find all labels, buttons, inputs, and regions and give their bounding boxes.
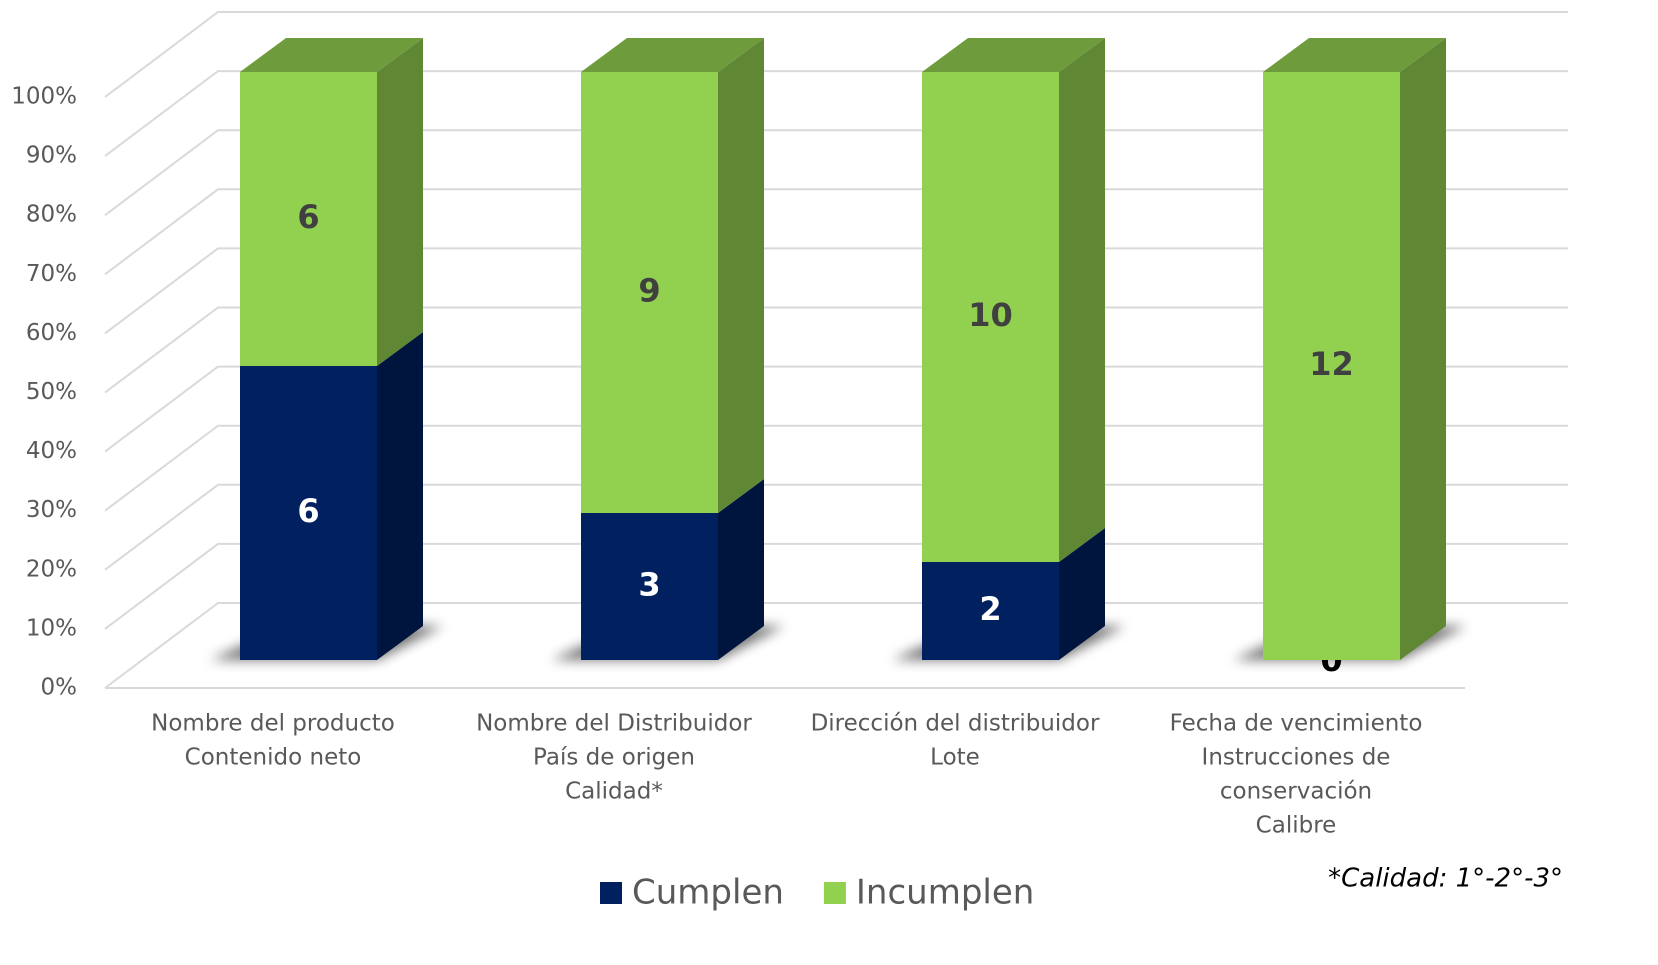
x-tick-label: Dirección del distribuidor [811,711,1100,737]
grid-line [104,542,1568,630]
y-tick-label: 0% [41,675,78,701]
x-tick-label: Lote [930,745,980,771]
bar-side [1059,38,1105,562]
bar-segment [922,38,1105,562]
y-tick-label: 30% [26,497,77,523]
data-label: 6 [297,492,319,530]
data-label: 3 [638,566,660,604]
y-tick-label: 60% [26,320,77,346]
grid-line [104,483,1568,571]
grid-line [104,188,1568,276]
grid-line [104,70,1568,157]
bar-segment [581,38,764,513]
x-tick-label: País de origen [533,745,695,771]
bar-side [718,479,764,660]
bar-top [581,38,764,72]
legend-label: Cumplen [632,873,784,913]
legend-swatch [600,882,622,904]
annotation: *Calidad: 1°-2°-3° [1328,864,1563,894]
y-tick-label: 10% [26,615,77,641]
x-tick-label: Nombre del Distribuidor [476,711,752,737]
y-tick-label: 50% [26,379,77,405]
grid-line [104,365,1568,453]
y-tick-label: 100% [11,84,77,110]
bar-front [922,562,1059,660]
bar-segment [922,528,1105,660]
y-tick-label: 90% [26,143,77,169]
legend-swatch [823,882,846,904]
bar-top [1263,38,1446,72]
grid-line [104,424,1568,512]
bar-side [377,332,423,660]
bar-side [1059,528,1105,660]
grid-line [104,11,1568,98]
bar-front [240,366,377,660]
grid-line [104,247,1568,335]
y-tick-label: 80% [26,202,77,228]
grid-line [104,129,1568,216]
x-tick-label: Instrucciones de [1202,745,1391,771]
x-tick-label: Contenido neto [185,745,362,771]
bar-side [1400,38,1446,660]
bar-side [377,38,423,366]
y-tick-label: 70% [26,261,77,287]
bar-segment [240,332,423,660]
bar-top [922,38,1105,72]
bar-front [1263,72,1400,660]
bar-segment [1263,38,1446,660]
y-tick-label: 40% [26,438,77,464]
bar-front [922,72,1059,562]
bar-front [240,72,377,366]
legend-label: Incumplen [856,873,1034,913]
bar-front [581,72,718,513]
grid-line [104,306,1568,394]
data-label: 12 [1309,345,1354,383]
grid-line [104,602,1568,689]
data-label: 2 [979,590,1001,628]
x-tick-label: conservación [1220,779,1372,805]
bar-segment [240,38,423,366]
data-label: 10 [968,296,1013,334]
data-label: 9 [638,272,660,310]
data-label: 6 [297,198,319,236]
x-tick-label: Calidad* [565,779,663,805]
bar-side [718,38,764,513]
y-tick-label: 20% [26,556,77,582]
bar-top [240,38,423,72]
x-tick-label: Nombre del producto [151,711,395,737]
bar-front [581,513,718,660]
bar-segment [581,479,764,660]
x-tick-label: Fecha de vencimiento [1170,711,1423,737]
x-tick-label: Calibre [1256,813,1337,839]
